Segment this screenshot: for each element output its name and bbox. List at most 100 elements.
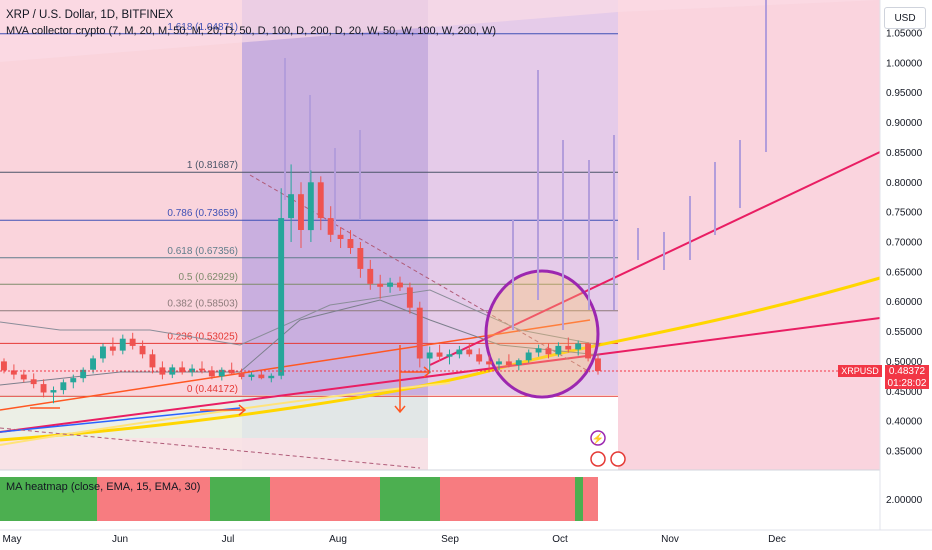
fib-level-label: 0 (0.44172) [187,384,238,395]
candle-body [486,361,492,365]
trendline-red-shallow [0,317,881,433]
us-flag-icon-2[interactable] [610,451,626,467]
time-axis[interactable]: May Jun Jul Aug Sep Oct Nov Dec [3,534,786,545]
symbol-badge: XRPUSD [838,365,882,377]
trendline-orange [0,319,591,411]
candle-body [347,239,354,248]
price-axis[interactable]: 1.05000 1.00000 0.95000 0.90000 0.85000 0.800… [886,29,923,458]
y-tick-label: 0.85000 [886,148,923,159]
ma-curve-yellow [0,276,881,442]
currency-button[interactable]: USD [884,7,926,29]
heatmap-segment [380,477,440,521]
candle-body [60,382,67,391]
candle-body [278,218,285,376]
target-zone-pink [618,0,880,470]
candle-body [307,182,314,231]
heatmap-segment [270,477,380,521]
heatmap-segment [0,477,97,521]
ma-gray-band-2 [0,299,601,386]
y-tick-label: 0.70000 [886,238,923,249]
countdown-badge: 01:28:02 [885,377,929,389]
heatmap-segment [440,477,575,521]
y-tick-label: 0.55000 [886,327,923,338]
heatmap-segment [583,477,598,521]
fib-zone-lavender [428,0,618,395]
candle-body [367,268,374,284]
candle-body [218,369,225,377]
candle-body [159,367,166,375]
candle-body [10,370,17,375]
fib-levels: 1.618 (1.04871) 1 (0.81687) 0.786 (0.73659… [0,22,618,397]
candle-body [238,373,245,377]
x-tick-label: Dec [768,534,786,545]
candle-body [129,338,136,346]
candle-body [208,370,215,377]
fib-level-label: 0.786 (0.73659) [167,208,238,219]
y-tick-label: 0.75000 [886,208,923,219]
candle-body [199,368,205,371]
fib-level-label: 1.618 (1.04871) [167,22,238,33]
candle-body [228,369,235,374]
heatmap-segment [97,477,210,521]
y-tick-label: 0.90000 [886,118,923,129]
trendline-blue [0,407,241,433]
y-tick-label: 0.50000 [886,357,923,368]
candle-body [496,361,502,365]
candle-body [357,248,364,269]
candle-body [20,374,27,380]
y-tick-label: 0.60000 [886,297,923,308]
x-tick-label: Jun [112,534,128,545]
lightning-icon-glyph: ⚡ [592,432,604,445]
x-tick-label: Sep [441,534,459,545]
y-tick-label: 0.35000 [886,447,923,458]
candle-body [446,354,453,357]
heatmap-axis-value: 2.00000 [886,495,923,506]
heatmap-segment [575,477,583,521]
x-tick-label: Nov [661,534,679,545]
lightning-icon[interactable] [590,430,606,446]
projection-bars [284,0,767,330]
candle-body [337,234,344,239]
x-tick-label: Aug [329,534,347,545]
trendline-red-steep [429,151,881,366]
candle-body [377,283,384,287]
candle-body [139,345,146,355]
candle-body [426,352,433,359]
trendline-dashed-down [249,174,591,373]
candle-body [535,348,542,353]
chart-title: XRP / U.S. Dollar, 1D, BITFINEX [6,9,174,21]
fib-level-label: 0.5 (0.62929) [179,272,239,283]
candle-body [248,374,255,377]
candle-body [40,384,47,393]
y-tick-label: 0.40000 [886,417,923,428]
candle-body [327,218,334,235]
fib-level-label: 0.236 (0.53025) [167,331,238,342]
x-tick-label: Jul [222,534,235,545]
candle-body [258,374,265,379]
indicator-legend[interactable]: MVA collector crypto (7, M, 20, M, 50, M… [6,25,497,37]
candle-body [505,361,512,365]
candle-body [565,345,572,350]
candle-body [298,194,304,230]
candle-body [179,367,186,373]
candle-body [149,354,156,368]
x-tick-label: Oct [552,534,568,545]
us-flag-icon[interactable] [590,451,606,467]
ma-heatmap [0,477,598,521]
candle-body [575,343,582,350]
heatmap-legend[interactable]: MA heatmap (close, EMA, 15, EMA, 30) [6,481,201,493]
candle-body [70,378,77,383]
candle-body [1,361,7,371]
candle-body [80,369,87,379]
ma-gray-band [0,289,601,346]
fib-level-label: 0.382 (0.58503) [167,299,238,310]
heatmap-segment [210,477,270,521]
fib-level-label: 0.618 (0.67356) [167,246,238,257]
trendline-dashed-low [0,427,421,469]
candle-body [397,282,403,288]
candle-body [50,390,57,393]
arrow-markers [30,345,432,416]
candle-body [555,345,562,355]
y-tick-label: 0.65000 [886,267,923,278]
